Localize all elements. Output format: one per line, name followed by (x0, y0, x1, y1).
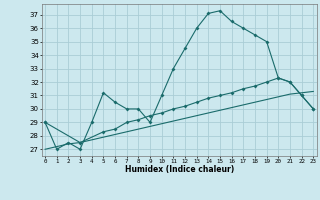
X-axis label: Humidex (Indice chaleur): Humidex (Indice chaleur) (124, 165, 234, 174)
